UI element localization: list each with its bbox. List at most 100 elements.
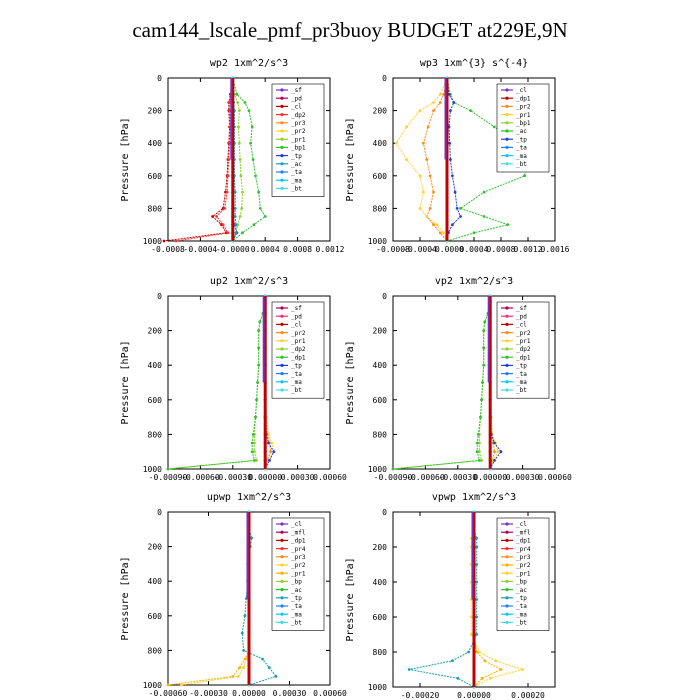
legend-item: _pr3	[276, 554, 306, 561]
data-point	[422, 141, 425, 145]
legend-marker	[280, 530, 284, 534]
legend-label: _pr1	[516, 112, 531, 119]
legend-item: _tp	[501, 595, 527, 602]
x-tick-label: 0.00030	[281, 473, 315, 482]
y-tick-label: 800	[148, 430, 163, 439]
x-tick-label: -0.00090	[374, 473, 413, 482]
legend-label: _cl	[516, 322, 527, 329]
legend-item: _bt	[276, 186, 302, 193]
data-point	[274, 675, 278, 678]
data-point	[407, 668, 411, 671]
data-point	[234, 231, 238, 235]
legend-label: _bt	[291, 387, 302, 394]
legend-label: _pr1	[291, 570, 306, 577]
legend-label: _pr4	[291, 546, 306, 553]
legend-marker	[505, 612, 509, 616]
x-tick-label: 0.0012	[316, 245, 345, 254]
data-point	[241, 190, 244, 194]
x-tick-label: 0.00020	[511, 691, 545, 700]
data-point	[233, 215, 237, 218]
legend-marker	[505, 145, 509, 149]
series-cl	[162, 76, 235, 243]
legend-label: _dp1	[516, 538, 531, 545]
legend-label: _dp2	[291, 112, 306, 119]
legend-item: _bt	[501, 620, 527, 627]
series-line	[232, 77, 266, 242]
y-tick-label: 800	[148, 204, 163, 213]
legend-marker	[505, 347, 509, 351]
data-point	[459, 207, 462, 210]
legend-marker	[280, 555, 284, 559]
panel-title: upwp 1xm^2/s^3	[207, 492, 291, 503]
legend-box	[271, 517, 325, 631]
legend-item: _bp	[276, 579, 302, 586]
panel-title: vpwp 1xm^2/s^3	[432, 492, 516, 503]
data-point	[426, 125, 430, 129]
y-tick-label: 400	[373, 578, 388, 587]
legend-item: _ac	[276, 587, 302, 594]
data-point	[180, 683, 183, 687]
x-tick-label: 0.00060	[313, 689, 347, 698]
data-point	[422, 190, 425, 194]
x-tick-label: 0.00000	[457, 691, 491, 700]
legend-item: _mfl	[501, 529, 531, 536]
legend-item: _pr2	[276, 562, 306, 569]
x-tick-label: 0.0004	[460, 245, 489, 254]
x-tick-label: -0.0000	[430, 245, 464, 254]
data-point	[432, 223, 435, 227]
data-point	[174, 239, 178, 243]
data-point	[449, 109, 452, 112]
data-point	[456, 676, 460, 680]
x-tick-label: -0.00060	[149, 689, 188, 698]
data-point	[247, 109, 251, 112]
data-point	[475, 441, 479, 445]
legend-item: _dp2	[501, 346, 531, 353]
legend-item: _dp1	[501, 354, 531, 361]
legend-item: _pr2	[501, 104, 531, 111]
legend: _cl_dp1 _pr2_pr1_bp1_ac_tp _ta_ma_bt	[496, 83, 550, 173]
legend-label: _ta	[291, 603, 302, 610]
legend-label: _dp1	[291, 354, 306, 361]
legend-marker	[280, 104, 284, 108]
legend-item: _cl	[501, 322, 527, 329]
legend-item: _bp	[501, 579, 527, 586]
legend-label: _tp	[516, 595, 527, 602]
legend-marker	[280, 612, 284, 616]
series-line	[167, 512, 250, 686]
x-tick-label: 0.0008	[487, 245, 516, 254]
legend-label: _pr1	[516, 570, 531, 577]
legend-item: _ta	[276, 371, 302, 378]
legend-label: _ma	[516, 611, 527, 618]
y-axis-label: Pressure [hPa]	[120, 117, 131, 201]
legend-label: _bp1	[291, 145, 306, 152]
legend-marker	[280, 571, 284, 575]
legend-label: _ma	[291, 611, 302, 618]
data-point	[492, 125, 496, 129]
data-point	[451, 659, 454, 663]
legend-item: _pd	[276, 313, 302, 320]
legend-item: _ta	[501, 145, 527, 152]
legend-label: _bp	[291, 579, 302, 586]
data-point	[480, 398, 483, 402]
x-tick-label: -0.0004	[184, 245, 218, 254]
data-point	[268, 459, 271, 462]
legend-item: _ma	[501, 611, 527, 618]
legend-marker	[505, 555, 509, 559]
legend-label: _cl	[516, 87, 527, 94]
legend-marker	[280, 178, 284, 182]
y-tick-label: 0	[157, 74, 162, 83]
data-point	[428, 207, 432, 210]
x-tick-label: 0.00030	[506, 473, 540, 482]
x-tick-label: -0.00030	[439, 473, 478, 482]
legend-label: _ac	[516, 587, 527, 594]
legend-marker	[505, 306, 509, 310]
legend-label: _pr3	[291, 120, 306, 127]
legend-marker	[280, 113, 284, 117]
legend-label: _dp1	[291, 538, 306, 545]
legend-item: _tp	[501, 363, 527, 370]
legend-item: _cl	[501, 521, 527, 528]
legend-marker	[505, 588, 509, 592]
y-tick-label: 400	[148, 577, 163, 586]
data-point	[455, 207, 459, 210]
legend-item: _bt	[501, 387, 527, 394]
